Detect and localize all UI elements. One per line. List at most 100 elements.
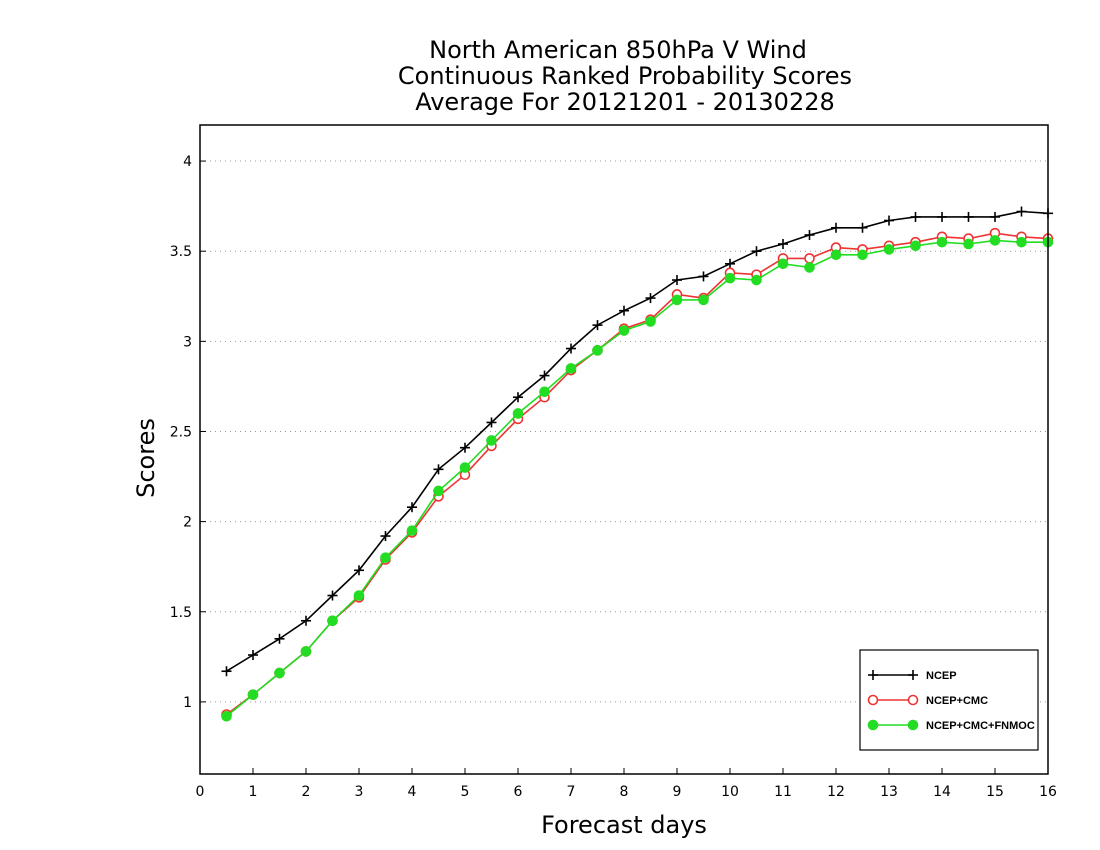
legend-entry: NCEP+CMC+FNMOC [867,719,1035,732]
series-layer [221,206,1054,722]
chart-title-line-1: North American 850hPa V Wind [429,36,807,64]
series-2 [221,235,1054,722]
x-tick-label: 10 [721,784,739,800]
x-tick-label: 3 [355,784,364,800]
data-point [619,305,629,316]
data-point [486,435,497,446]
legend-entry: NCEP [868,670,957,682]
data-point [857,249,868,261]
y-tick-label: 3.5 [170,244,192,260]
data-point [380,552,391,563]
legend-label: NCEP+CMC [926,695,988,707]
data-point [778,238,788,249]
legend-marker [868,670,878,680]
legend-marker [908,670,918,680]
data-point [327,615,338,627]
legend-marker [867,719,879,731]
x-tick-label: 6 [514,784,523,800]
data-point [883,244,895,255]
data-point [804,229,815,240]
data-point [1016,206,1027,217]
data-point [618,325,630,336]
legend-marker [867,694,879,706]
y-tick-label: 1.5 [170,605,192,621]
legend-marker [907,694,919,706]
y-tick-label: 2 [183,515,192,531]
data-point [698,271,709,282]
data-point [936,236,948,248]
data-point [724,272,736,284]
data-point [565,363,577,374]
data-point [354,565,364,576]
series-line [225,239,1048,717]
x-tick-label: 12 [827,784,845,800]
legend-entry: NCEP+CMC [867,694,988,707]
y-tick-label: 2.5 [170,424,192,440]
data-point [221,711,232,722]
data-point [592,320,603,331]
data-point [804,262,815,273]
x-axis-label: Forecast days [541,811,707,839]
data-point [1016,236,1027,248]
x-tick-label: 16 [1039,784,1057,800]
x-tick-label: 13 [880,784,898,800]
y-tick-label: 3 [183,334,192,350]
chart-title-line-2: Continuous Ranked Probability Scores [398,62,852,90]
data-point [937,211,947,222]
legend-label: NCEP [926,670,957,682]
x-tick-label: 14 [933,784,951,800]
x-tick-label: 2 [302,784,311,800]
data-point [804,253,815,264]
series-1 [221,227,1054,720]
series-line [226,232,1049,716]
data-point [645,316,656,327]
data-point [512,408,524,419]
data-point [248,650,258,661]
data-point [645,293,656,304]
data-point [990,211,1000,222]
data-point [301,615,311,626]
data-point [539,370,550,381]
data-point [460,442,470,453]
x-tick-label: 5 [461,784,470,800]
data-point [777,258,789,270]
axis-ticks: 11.522.533.540 1 2 3 4 5 6 7 8 9 10 11 12 13 14 15 16 [170,154,1057,800]
data-point [539,386,550,398]
series-0 [221,206,1053,677]
data-point [247,689,259,700]
data-point [221,666,232,677]
data-point [751,246,762,257]
data-point [963,238,974,250]
data-point [751,274,762,286]
legend: NCEP NCEP+CMC NCEP+CMC+FNMOC [859,649,1039,751]
data-point [592,345,603,356]
y-tick-label: 1 [183,695,192,711]
data-point [274,633,285,644]
data-point [672,275,682,286]
data-point [433,485,444,497]
data-point [830,249,842,261]
data-point [353,590,365,601]
data-point [300,646,312,657]
x-tick-label: 4 [408,784,417,800]
data-point [725,258,735,269]
y-axis-label: Scores [132,418,160,498]
data-point [831,222,841,233]
data-point [698,294,709,306]
x-tick-label: 9 [673,784,682,800]
data-point [884,215,894,226]
x-tick-label: 7 [567,784,576,800]
x-tick-label: 8 [620,784,629,800]
data-point [433,464,444,475]
data-point [910,240,921,252]
data-point [380,531,391,542]
data-point [406,525,418,536]
data-point [566,343,576,354]
data-point [671,294,683,306]
data-point [459,462,471,473]
data-point [910,211,921,222]
series-line [226,210,1049,672]
data-point [963,211,974,222]
data-point [274,667,285,679]
